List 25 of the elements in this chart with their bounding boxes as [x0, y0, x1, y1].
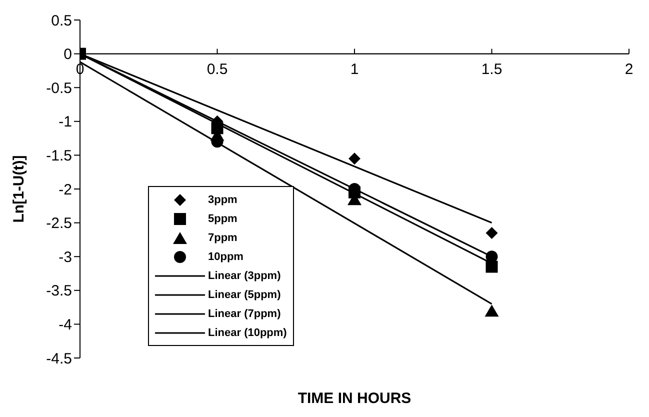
y-tick-label: -2.5	[46, 215, 72, 232]
y-tick-label: -0.5	[46, 80, 72, 97]
y-tick-label: -3.5	[46, 282, 72, 300]
y-tick-label: -4.5	[46, 350, 72, 368]
legend-label: 3ppm	[208, 194, 238, 206]
legend-label: 10ppm	[208, 250, 244, 262]
legend-label: Linear (7ppm)	[208, 308, 281, 320]
x-tick-label: 0.5	[206, 60, 228, 78]
legend-label: Linear (5ppm)	[208, 288, 281, 300]
x-tick-label: 1.5	[481, 60, 502, 78]
legend-label: Linear (10ppm)	[208, 326, 287, 338]
y-axis-title: Ln[1-U(t)]	[10, 155, 28, 223]
y-tick-label: -2	[58, 181, 72, 198]
legend-label: 7ppm	[208, 232, 238, 244]
y-tick-label: -3	[58, 248, 72, 266]
legend-label: 5ppm	[208, 212, 238, 224]
y-tick-label: 0.5	[51, 12, 72, 30]
y-tick-label: 0	[64, 46, 72, 64]
y-tick-label: -4	[58, 316, 72, 334]
x-axis-title: TIME IN HOURS	[298, 390, 412, 407]
y-tick-label: -1.5	[46, 148, 72, 165]
x-tick-label: 1	[350, 60, 359, 78]
y-tick-label: -1	[58, 114, 72, 131]
legend-label: Linear (3ppm)	[208, 270, 281, 282]
x-tick-label: 2	[624, 60, 634, 78]
